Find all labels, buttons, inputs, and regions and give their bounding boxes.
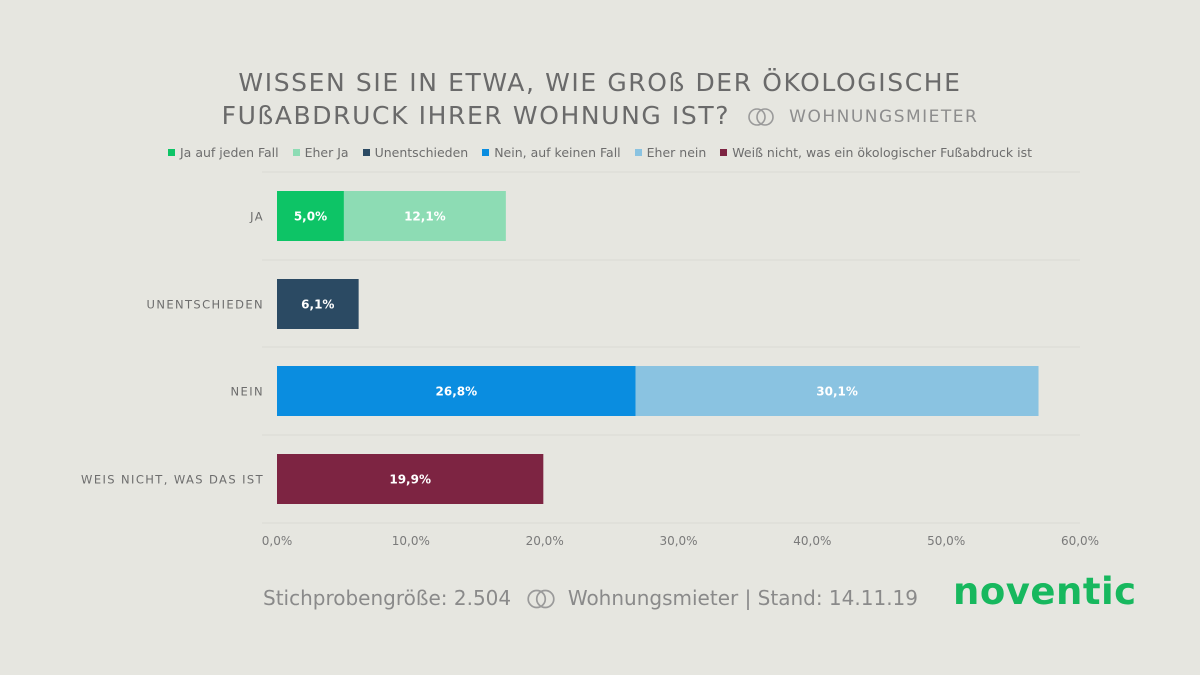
data-label: 5,0% bbox=[294, 210, 327, 224]
title-line-1: WISSEN SIE IN ETWA, WIE GROß DER ÖKOLOGI… bbox=[238, 68, 962, 97]
category-label: JA bbox=[249, 210, 264, 224]
two-circles-icon bbox=[747, 108, 774, 126]
bar bbox=[277, 279, 359, 329]
legend-item: Nein, auf keinen Fall bbox=[482, 145, 621, 160]
chart-legend: Ja auf jeden Fall Eher Ja Unentschieden Nei… bbox=[0, 145, 1200, 160]
sample-size-label: Stichprobengröße: 2.504 bbox=[263, 586, 512, 610]
two-circles-icon bbox=[527, 589, 556, 609]
x-tick-label: 60,0% bbox=[1061, 534, 1099, 548]
legend-swatch bbox=[634, 149, 642, 156]
legend-item: Eher nein bbox=[634, 145, 707, 160]
legend-label: Nein, auf keinen Fall bbox=[494, 145, 621, 160]
legend-label: Weiß nicht, was ein ökologischer Fußabdr… bbox=[732, 145, 1032, 160]
legend-item: Weiß nicht, was ein ökologischer Fußabdr… bbox=[720, 145, 1032, 160]
x-tick-label: 20,0% bbox=[526, 534, 564, 548]
bar bbox=[277, 191, 344, 241]
legend-label: Unentschieden bbox=[374, 145, 469, 160]
date-label: | Stand: 14.11.19 bbox=[744, 586, 918, 610]
category-label: WEIS NICHT, WAS DAS IST bbox=[81, 473, 264, 487]
chart-footer: Stichprobengröße: 2.504 Wohnungsmieter |… bbox=[263, 586, 918, 610]
title-line-2: FUßABDRUCK IHRER WOHNUNG IST? WOHNUNGSMI… bbox=[0, 99, 1200, 134]
legend-swatch bbox=[362, 149, 370, 156]
chart-title: WISSEN SIE IN ETWA, WIE GROß DER ÖKOLOGI… bbox=[0, 66, 1200, 134]
category-label: UNENTSCHIEDEN bbox=[147, 298, 264, 312]
x-tick-label: 40,0% bbox=[793, 534, 831, 548]
data-label: 30,1% bbox=[816, 385, 858, 399]
data-label: 12,1% bbox=[404, 210, 446, 224]
legend-swatch bbox=[292, 149, 300, 156]
group-label: Wohnungsmieter bbox=[567, 586, 739, 610]
x-tick-label: 10,0% bbox=[392, 534, 430, 548]
bar bbox=[277, 454, 544, 504]
bar bbox=[635, 366, 1039, 416]
legend-swatch bbox=[482, 149, 490, 156]
legend-item: Eher Ja bbox=[292, 145, 349, 160]
x-tick-label: 50,0% bbox=[927, 534, 965, 548]
legend-item: Unentschieden bbox=[362, 145, 469, 160]
data-label: 6,1% bbox=[301, 298, 334, 312]
legend-label: Eher Ja bbox=[304, 145, 349, 160]
category-label: NEIN bbox=[231, 385, 264, 399]
legend-item: Ja auf jeden Fall bbox=[168, 145, 279, 160]
chart-subtitle: WOHNUNGSMIETER bbox=[789, 107, 979, 127]
x-tick-label: 0,0% bbox=[262, 534, 293, 548]
bar bbox=[277, 366, 636, 416]
bar bbox=[343, 191, 506, 241]
data-label: 26,8% bbox=[436, 385, 478, 399]
title-line-2-text: FUßABDRUCK IHRER WOHNUNG IST? bbox=[221, 101, 731, 130]
legend-swatch bbox=[168, 149, 175, 156]
data-label: 19,9% bbox=[389, 473, 431, 487]
legend-swatch bbox=[720, 149, 728, 156]
legend-label: Eher nein bbox=[646, 145, 707, 160]
noventic-logo: noventic bbox=[953, 570, 1137, 613]
legend-label: Ja auf jeden Fall bbox=[180, 145, 279, 160]
x-tick-label: 30,0% bbox=[659, 534, 697, 548]
